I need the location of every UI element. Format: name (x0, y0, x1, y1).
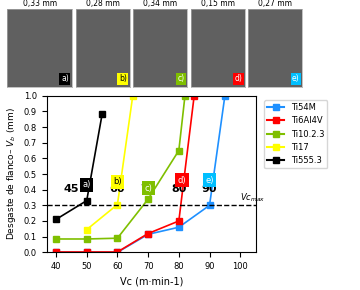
Text: b): b) (113, 177, 122, 186)
Text: $Vc_{max}$: $Vc_{max}$ (240, 191, 265, 204)
Text: 60: 60 (110, 184, 125, 194)
Text: d): d) (234, 74, 242, 83)
Legend: Ti54M, Ti6Al4V, Ti10.2.3, Ti17, Ti555.3: Ti54M, Ti6Al4V, Ti10.2.3, Ti17, Ti555.3 (264, 100, 328, 168)
Text: 80: 80 (171, 184, 186, 194)
Title: 0,34 mm: 0,34 mm (143, 0, 177, 8)
Text: b): b) (119, 74, 127, 83)
Text: e): e) (292, 74, 300, 83)
Y-axis label: Desgaste de flanco– $V_b$ (mm): Desgaste de flanco– $V_b$ (mm) (5, 108, 18, 240)
Text: 45: 45 (64, 184, 79, 194)
Title: 0,15 mm: 0,15 mm (201, 0, 235, 8)
Text: 70: 70 (140, 184, 156, 194)
Text: c): c) (144, 184, 152, 193)
Title: 0,1 mm
0,33 mm: 0,1 mm 0,33 mm (23, 0, 57, 8)
Text: d): d) (177, 176, 186, 185)
Text: c): c) (177, 74, 185, 83)
Title: 0,28 mm: 0,28 mm (86, 0, 120, 8)
Text: 90: 90 (202, 184, 217, 194)
X-axis label: Vc (m·min-1): Vc (m·min-1) (120, 277, 183, 287)
Text: a): a) (82, 180, 91, 189)
Text: a): a) (61, 74, 69, 83)
Text: e): e) (205, 176, 214, 185)
Title: 0,27 mm: 0,27 mm (258, 0, 292, 8)
